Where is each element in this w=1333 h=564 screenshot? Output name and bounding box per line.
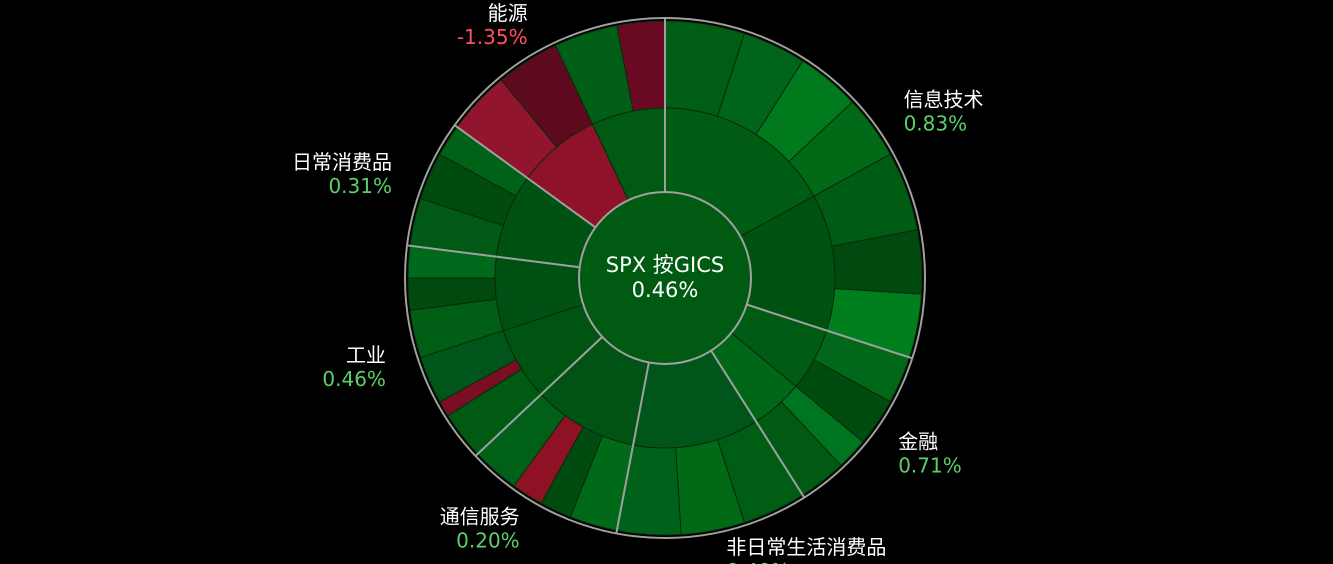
center-disc[interactable] <box>578 191 752 365</box>
sector-name: 通信服务 <box>440 505 520 529</box>
sector-change: 0.31% <box>328 174 392 198</box>
segments-layer <box>407 20 923 536</box>
sector-divider <box>710 350 806 499</box>
sector-name: 能源 <box>488 1 528 25</box>
sector-label: 工业0.46% <box>322 343 386 391</box>
sector-change: 0.71% <box>898 454 962 478</box>
sector-change: 0.20% <box>456 529 520 553</box>
sector-divider <box>746 303 913 360</box>
sector-label: 能源-1.35% <box>457 1 528 49</box>
sector-change: 0.83% <box>904 111 968 135</box>
sector-name: 信息技术 <box>904 87 984 111</box>
sector-divider <box>406 244 580 269</box>
sector-divider <box>454 124 597 229</box>
center-title: SPX 按GICS <box>606 253 725 277</box>
sector-divider <box>474 336 603 457</box>
sector-divider <box>615 362 650 534</box>
sector-change: 0.46% <box>322 367 386 391</box>
sector-label: 金融0.71% <box>898 430 962 478</box>
sector-name: 日常消费品 <box>292 150 392 174</box>
sector-change: -1.35% <box>457 25 528 49</box>
sector-change: 0.40% <box>726 559 790 564</box>
center-value: 0.46% <box>632 278 699 302</box>
sector-dividers-layer <box>406 18 913 534</box>
sector-name: 工业 <box>346 343 386 367</box>
sector-label: 非日常生活消费品0.40% <box>726 535 886 564</box>
sector-name: 金融 <box>898 430 938 454</box>
sector-name: 非日常生活消费品 <box>726 535 886 559</box>
